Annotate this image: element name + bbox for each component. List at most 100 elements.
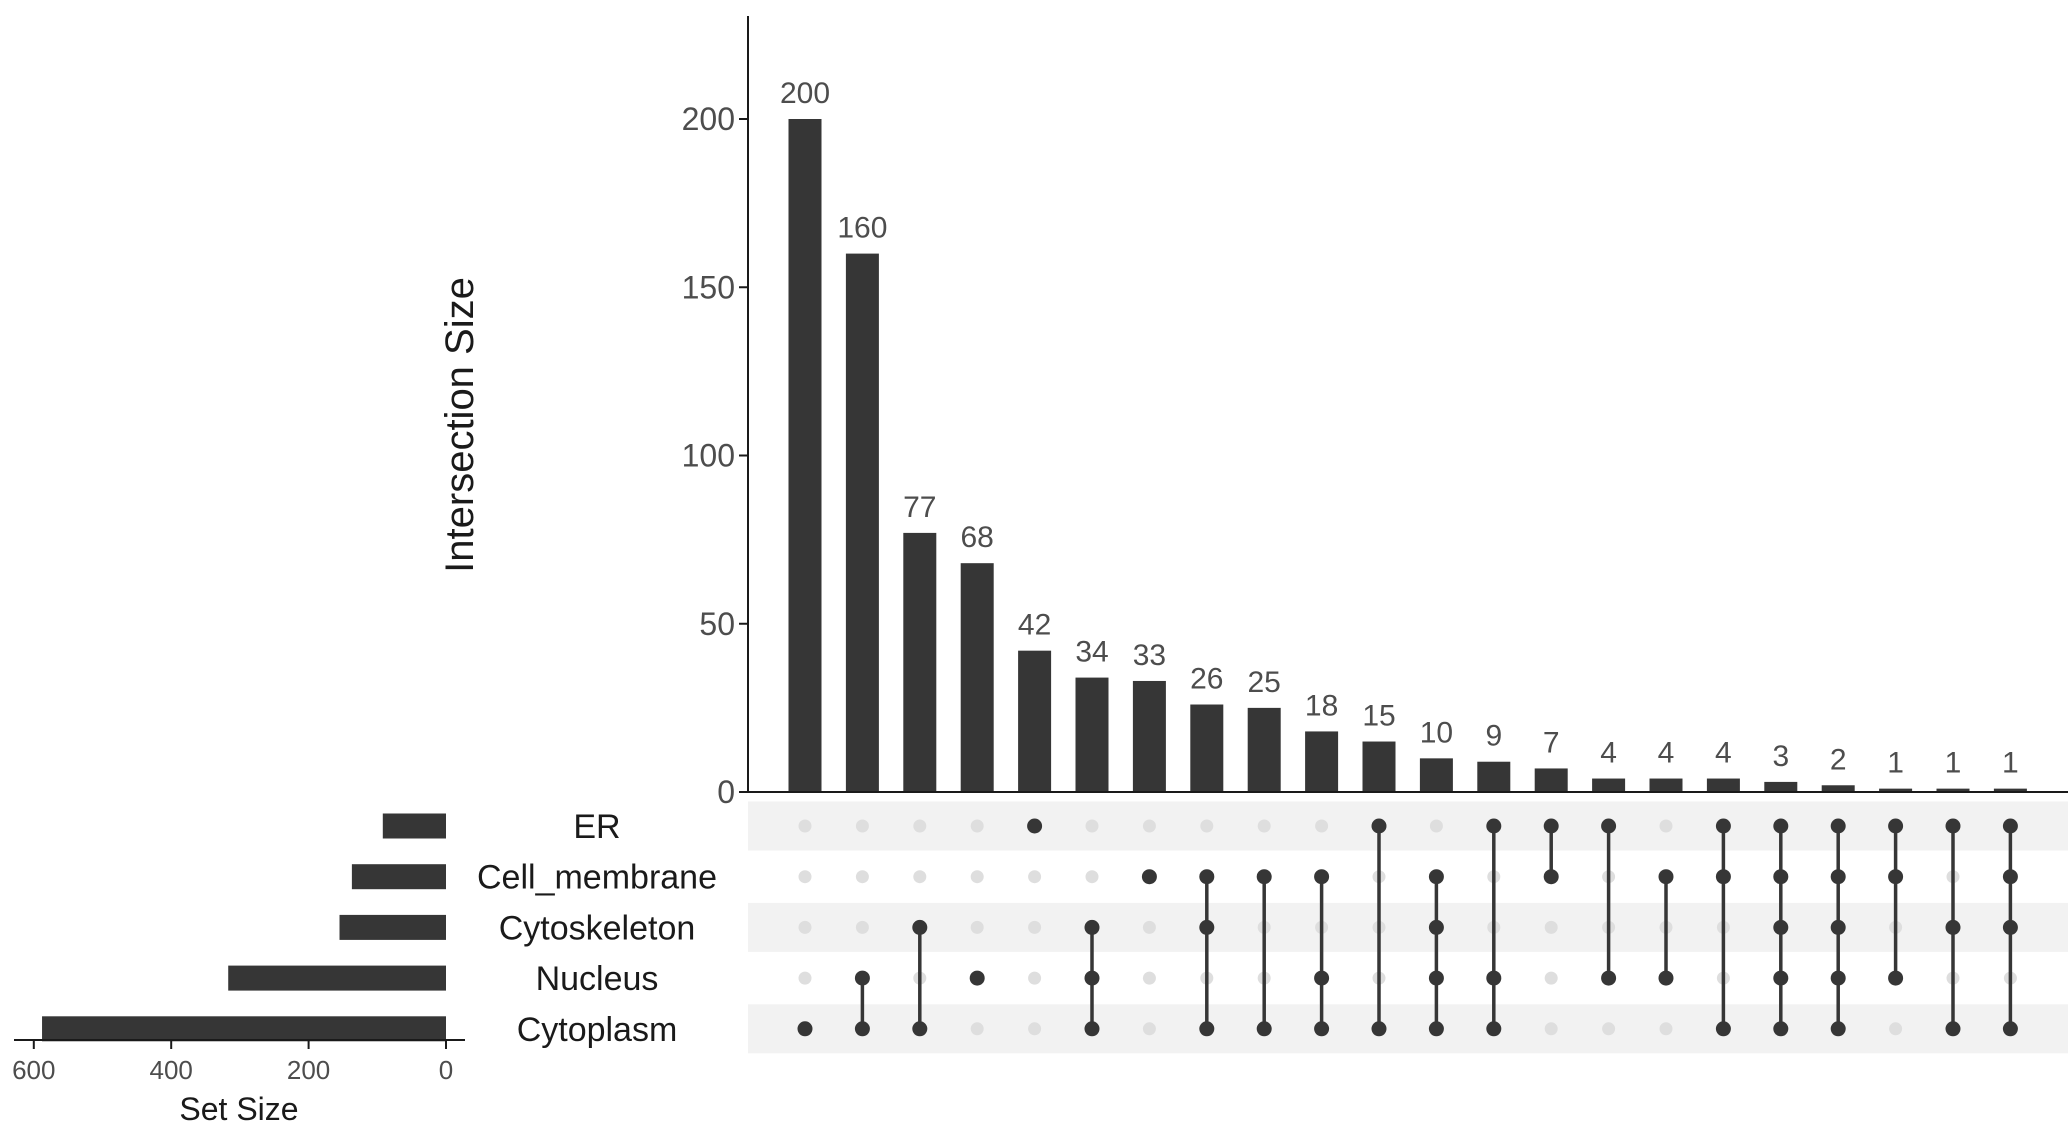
matrix-dot-inactive [970, 1022, 984, 1036]
intersection-bar-label: 1 [1887, 747, 1904, 780]
intersection-bar [1477, 761, 1511, 792]
intersection-bar-label: 15 [1362, 700, 1395, 733]
matrix-dot-inactive [798, 870, 812, 884]
intersection-bar [1132, 680, 1166, 792]
matrix-dot-inactive [1142, 819, 1156, 833]
matrix-dot-active [1199, 869, 1215, 885]
matrix-dot-active [1084, 970, 1100, 986]
matrix-dot-active [1084, 1021, 1100, 1037]
matrix-dot-inactive [855, 920, 869, 934]
matrix-dot-inactive [913, 819, 927, 833]
intersection-bar [845, 253, 879, 793]
matrix-dot-active [1428, 919, 1444, 935]
matrix-dot-inactive [1142, 971, 1156, 985]
matrix-dot-active [1888, 818, 1904, 834]
matrix-dot-active [1314, 970, 1330, 986]
intersection-bar-label: 4 [1600, 737, 1617, 770]
matrix-dot-active [1830, 818, 1846, 834]
matrix-dot-active [1773, 818, 1789, 834]
matrix-dot-active [1773, 970, 1789, 986]
matrix-dot-active [1773, 1021, 1789, 1037]
set-label-cytoskeleton: Cytoskeleton [499, 909, 696, 947]
matrix-dot-inactive [1085, 870, 1099, 884]
set-size-axis-tick-label: 0 [439, 1055, 453, 1085]
set-label-cytoplasm: Cytoplasm [517, 1011, 678, 1049]
intersection-bar [1362, 741, 1396, 792]
matrix-dot-active [1888, 869, 1904, 885]
matrix-dot-active [1830, 869, 1846, 885]
matrix-dot-inactive [1602, 1022, 1616, 1036]
matrix-dot-inactive [1142, 1022, 1156, 1036]
intersection-bar [1190, 704, 1224, 792]
matrix-dot-inactive [970, 870, 984, 884]
intersection-bar [1821, 785, 1855, 792]
matrix-dot-active [1314, 1021, 1330, 1037]
intersection-bar [1075, 677, 1109, 792]
intersection-bar [960, 563, 994, 792]
intersection-bar [788, 119, 822, 792]
intersection-bar [1419, 758, 1453, 792]
intersection-bar-label: 68 [961, 521, 994, 554]
matrix-dot-active [1428, 1021, 1444, 1037]
matrix-dot-inactive [1200, 819, 1214, 833]
intersection-axis-tick-label: 50 [699, 606, 735, 642]
intersection-bar [1764, 781, 1798, 792]
matrix-dot-inactive [1142, 920, 1156, 934]
matrix-dot-inactive [798, 920, 812, 934]
matrix-dot-active [1428, 970, 1444, 986]
intersection-bar-label: 9 [1485, 720, 1502, 753]
matrix-dot-inactive [855, 819, 869, 833]
matrix-dot-active [1601, 970, 1617, 986]
matrix-dot-active [1830, 919, 1846, 935]
matrix-dot-active [1486, 818, 1502, 834]
matrix-dot-active [1256, 869, 1272, 885]
matrix-dot-inactive [1257, 819, 1271, 833]
matrix-dot-active [1945, 919, 1961, 935]
matrix-dot-active [1199, 1021, 1215, 1037]
intersection-bar [1247, 707, 1281, 792]
matrix-dot-inactive [1659, 819, 1673, 833]
intersection-bar [1879, 788, 1913, 792]
set-size-axis: 600 400 200 0 [12, 1039, 465, 1085]
matrix-row-stripes [748, 801, 2068, 1054]
matrix-dot-inactive [970, 920, 984, 934]
intersection-bar [1018, 650, 1052, 792]
intersection-bar-label: 4 [1715, 737, 1732, 770]
intersection-bar [1592, 778, 1626, 792]
matrix-dot-active [1888, 970, 1904, 986]
set-size-bar-cytoplasm [42, 1016, 446, 1042]
matrix-dot-active [1141, 869, 1157, 885]
intersection-bar [903, 532, 937, 792]
intersection-bar-label: 160 [837, 212, 887, 245]
intersection-bar-label: 18 [1305, 689, 1338, 722]
set-size-axis-tick-label: 600 [12, 1055, 55, 1085]
matrix-dot-active [797, 1021, 813, 1037]
intersection-bar-label: 34 [1075, 636, 1108, 669]
matrix-dot-inactive [1028, 920, 1042, 934]
intersection-size-axis: 0 50 100 150 200 [682, 16, 2068, 810]
matrix-dot-active [1428, 869, 1444, 885]
intersection-bar-label: 3 [1772, 740, 1789, 773]
intersection-axis-tick-label: 0 [717, 774, 735, 810]
intersection-bar-label: 77 [903, 491, 936, 524]
matrix-stripe-cytoplasm [748, 1004, 2068, 1054]
matrix-dot-active [2002, 869, 2018, 885]
intersection-axis-tick-label: 100 [682, 438, 735, 474]
set-label-er: ER [573, 808, 620, 846]
matrix-dot-active [1715, 818, 1731, 834]
matrix-dot-active [1371, 818, 1387, 834]
intersection-bar-label: 2 [1830, 743, 1847, 776]
intersection-bar-label: 25 [1248, 666, 1281, 699]
intersection-bar-label: 7 [1543, 726, 1560, 759]
matrix-dot-active [1486, 970, 1502, 986]
intersection-bar [1706, 778, 1740, 792]
intersection-bar-label: 10 [1420, 716, 1453, 749]
set-size-bar-cell-membrane [351, 864, 446, 890]
matrix-dot-inactive [1085, 819, 1099, 833]
intersection-bar-label: 200 [780, 77, 830, 110]
intersection-matrix [797, 818, 2018, 1037]
set-label-cell-membrane: Cell_membrane [477, 859, 717, 897]
matrix-dot-inactive [1028, 1022, 1042, 1036]
matrix-dot-active [854, 1021, 870, 1037]
